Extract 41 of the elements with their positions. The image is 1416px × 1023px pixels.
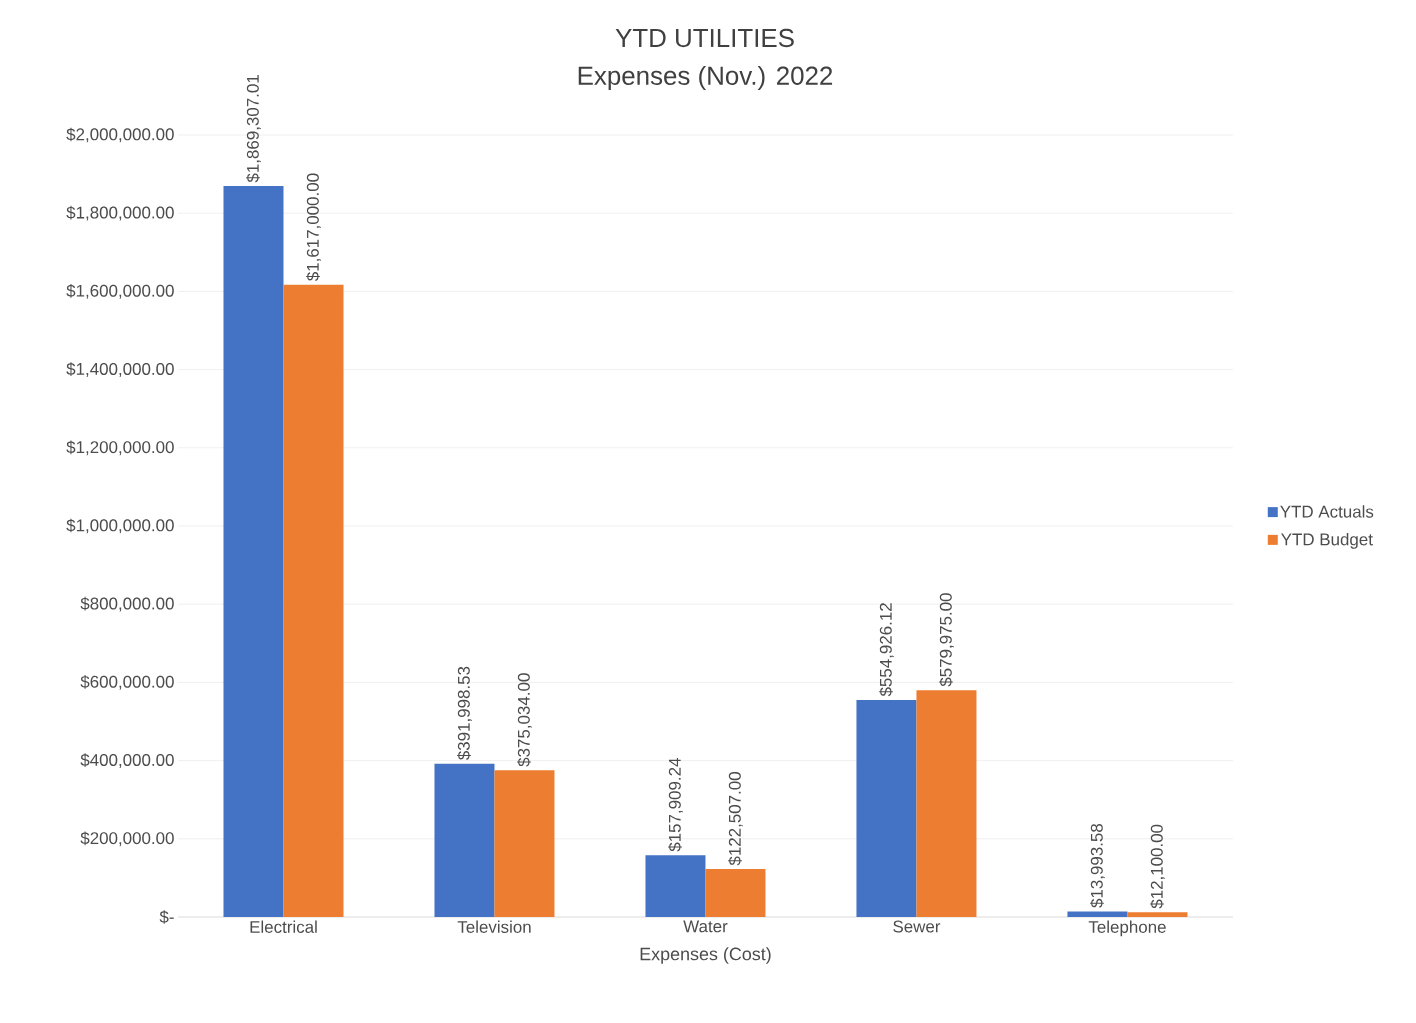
x-tick-label: Electrical bbox=[250, 920, 317, 933]
y-tick-label: $1,200,000.00 bbox=[66, 440, 174, 456]
bar bbox=[1067, 911, 1128, 917]
bar bbox=[494, 770, 555, 917]
x-tick-label: Sewer bbox=[893, 920, 941, 933]
legend-label: YTD Actuals bbox=[1280, 505, 1374, 518]
y-tick-label: $200,000.00 bbox=[80, 831, 174, 847]
legend-label: YTD Budget bbox=[1281, 532, 1373, 549]
bar bbox=[223, 186, 284, 917]
bar bbox=[1127, 912, 1188, 917]
y-tick-label: $1,600,000.00 bbox=[66, 284, 174, 299]
bar bbox=[645, 855, 706, 917]
data-label: $375,034.00 bbox=[517, 673, 532, 767]
y-tick-label: $2,000,000.00 bbox=[66, 127, 174, 143]
bar bbox=[856, 700, 917, 917]
data-label: $13,993.58 bbox=[1090, 823, 1105, 908]
data-label: $1,617,000.00 bbox=[306, 173, 321, 282]
y-tick-label: $1,800,000.00 bbox=[66, 205, 174, 221]
bar bbox=[916, 690, 977, 917]
y-tick-label: $1,000,000.00 bbox=[66, 518, 174, 534]
bar bbox=[705, 869, 766, 917]
y-tick-label: $- bbox=[159, 910, 174, 924]
chart-title: YTD UTILITIES bbox=[615, 28, 794, 48]
data-label: $12,100.00 bbox=[1150, 824, 1165, 909]
x-tick-label: Telephone bbox=[1088, 920, 1166, 937]
chart-subtitle: Expenses (Nov.) 2022 bbox=[578, 65, 833, 91]
x-axis-title: Expenses (Cost) bbox=[640, 947, 771, 964]
y-tick-label: $1,400,000.00 bbox=[66, 362, 174, 377]
data-label: $579,975.00 bbox=[939, 593, 954, 687]
data-label: $554,926.12 bbox=[879, 603, 894, 697]
y-tick-label: $600,000.00 bbox=[80, 675, 174, 690]
data-label: $391,998.53 bbox=[457, 666, 472, 761]
data-label: $157,909.24 bbox=[668, 758, 683, 852]
data-label: $1,869,307.01 bbox=[246, 75, 261, 183]
x-tick-label: Water bbox=[683, 920, 728, 933]
x-tick-label: Television bbox=[457, 920, 531, 933]
bar bbox=[434, 763, 495, 917]
bar bbox=[283, 284, 344, 917]
y-tick-label: $800,000.00 bbox=[80, 596, 174, 612]
data-label: $122,507.00 bbox=[728, 772, 743, 866]
y-tick-label: $400,000.00 bbox=[80, 753, 174, 768]
